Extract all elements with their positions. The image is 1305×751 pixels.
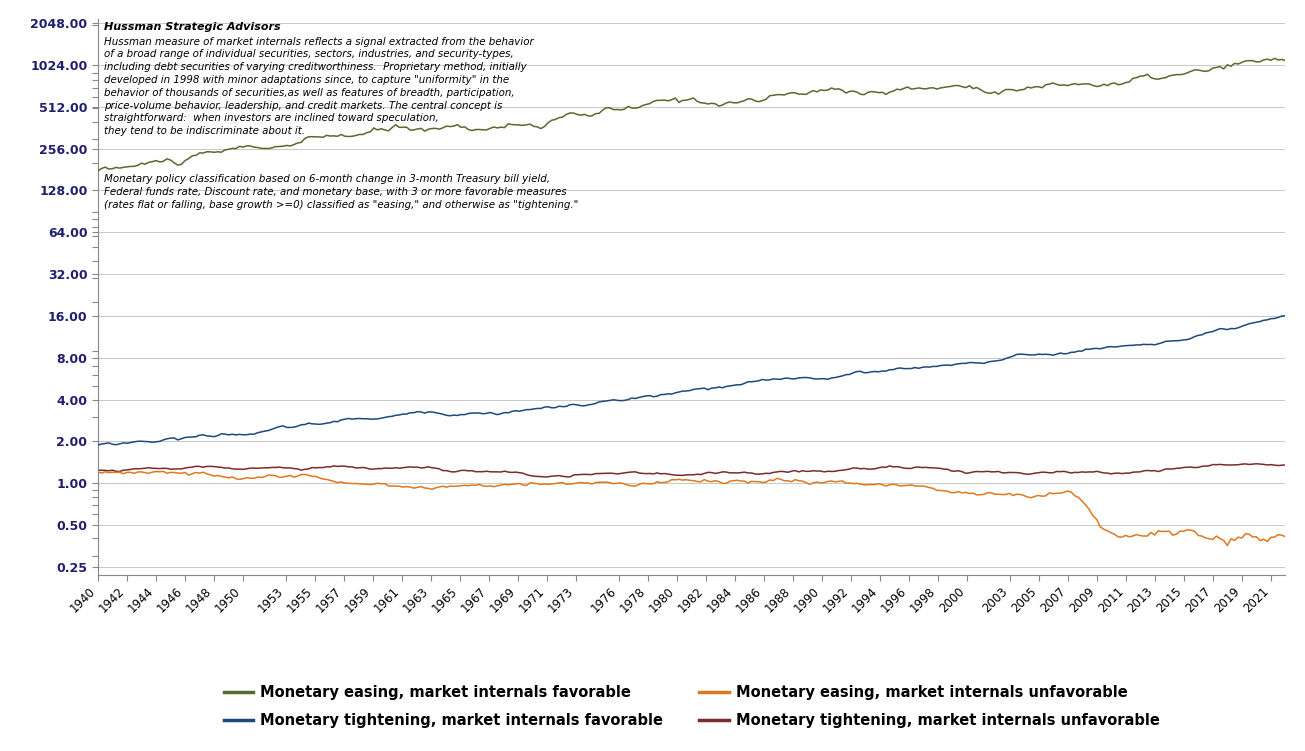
- Text: Hussman Strategic Advisors: Hussman Strategic Advisors: [104, 22, 281, 32]
- Text: Hussman measure of market internals reflects a signal extracted from the behavio: Hussman measure of market internals refl…: [104, 37, 534, 136]
- Text: Monetary policy classification based on 6-month change in 3-month Treasury bill : Monetary policy classification based on …: [104, 174, 578, 210]
- Legend: Monetary easing, market internals favorable, Monetary tightening, market interna: Monetary easing, market internals favora…: [218, 679, 1165, 734]
